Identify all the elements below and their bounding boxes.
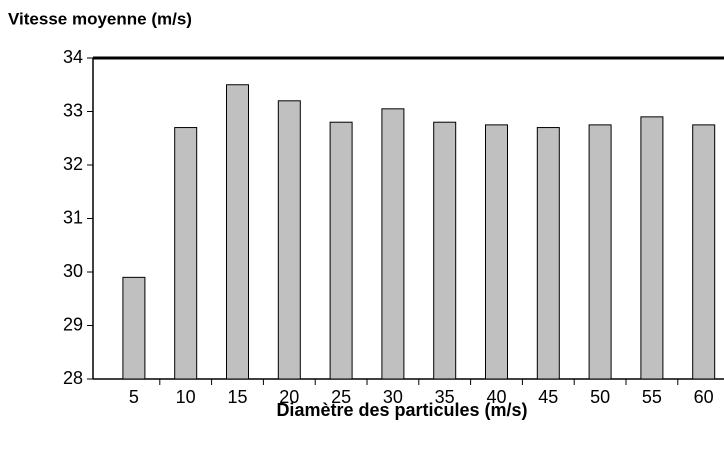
x-tick-label: 5 (129, 387, 139, 407)
bar (536, 127, 560, 380)
x-tick-label: 55 (642, 387, 662, 407)
x-tick-label: 10 (176, 387, 196, 407)
bar (692, 124, 716, 380)
x-tick-label: 30 (383, 387, 403, 407)
y-tick-label: 31 (63, 207, 83, 227)
bar (226, 84, 249, 380)
y-tick-label: 29 (63, 314, 83, 334)
bar (329, 121, 353, 380)
bar (277, 100, 301, 380)
bar (381, 108, 405, 380)
y-tick-label: 34 (63, 47, 83, 67)
bar (640, 116, 664, 380)
x-tick-label: 15 (227, 387, 247, 407)
bar (433, 121, 457, 380)
y-tick-label: 30 (63, 261, 83, 281)
y-tick-label: 33 (63, 100, 83, 120)
x-tick-label: 25 (331, 387, 351, 407)
x-tick-label: 40 (486, 387, 506, 407)
bar (485, 124, 508, 380)
x-tick-label: 20 (279, 387, 299, 407)
bar (122, 276, 146, 380)
y-tick-label: 28 (63, 368, 83, 388)
x-tick-label: 60 (694, 387, 714, 407)
x-tick-label: 50 (590, 387, 610, 407)
bar (174, 127, 198, 380)
bar (588, 124, 612, 380)
y-tick-label: 32 (63, 154, 83, 174)
x-tick-label: 45 (538, 387, 558, 407)
x-axis-label: Diamètre des particules (m/s) (276, 400, 527, 420)
x-tick-label: 35 (435, 387, 455, 407)
y-axis-label: Vitesse moyenne (m/s) (8, 9, 192, 28)
